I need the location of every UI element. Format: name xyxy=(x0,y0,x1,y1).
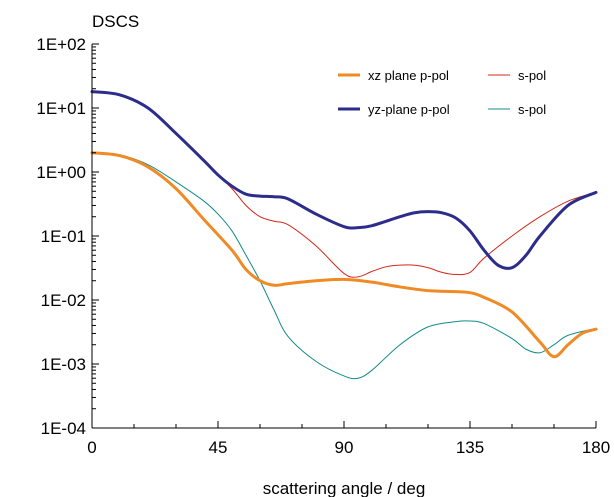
legend-label: yz-plane p-pol xyxy=(368,102,450,117)
x-tick-label: 135 xyxy=(456,438,484,457)
legend-label: xz plane p-pol xyxy=(368,68,449,83)
series-line xyxy=(91,152,597,380)
y-tick-label: 1E-01 xyxy=(41,227,86,246)
series-line xyxy=(90,90,598,270)
x-tick-label: 180 xyxy=(582,438,610,457)
y-tick-label: 1E+02 xyxy=(36,35,86,54)
series-line xyxy=(91,91,597,278)
y-ticks: 1E-04 1E-03 1E-02 1E-01 1E+00 1E+01 1E+02 xyxy=(36,35,99,438)
x-tick-label: 90 xyxy=(335,438,354,457)
x-ticks: 0 45 90 135 180 xyxy=(87,421,610,457)
plot-area xyxy=(90,90,598,380)
x-tick-label: 45 xyxy=(209,438,228,457)
legend: xz plane p-pol s-pol yz-plane p-pol s-pol xyxy=(338,68,546,117)
y-tick-label: 1E+01 xyxy=(36,99,86,118)
series-line xyxy=(90,151,598,359)
y-axis-title: DSCS xyxy=(92,12,139,31)
legend-label: s-pol xyxy=(518,68,546,83)
x-axis-title: scattering angle / deg xyxy=(263,479,426,497)
y-tick-label: 1E+00 xyxy=(36,163,86,182)
y-tick-label: 1E-03 xyxy=(41,355,86,374)
y-tick-label: 1E-02 xyxy=(41,291,86,310)
y-tick-label: 1E-04 xyxy=(41,419,86,438)
legend-label: s-pol xyxy=(518,102,546,117)
x-tick-label: 0 xyxy=(87,438,96,457)
